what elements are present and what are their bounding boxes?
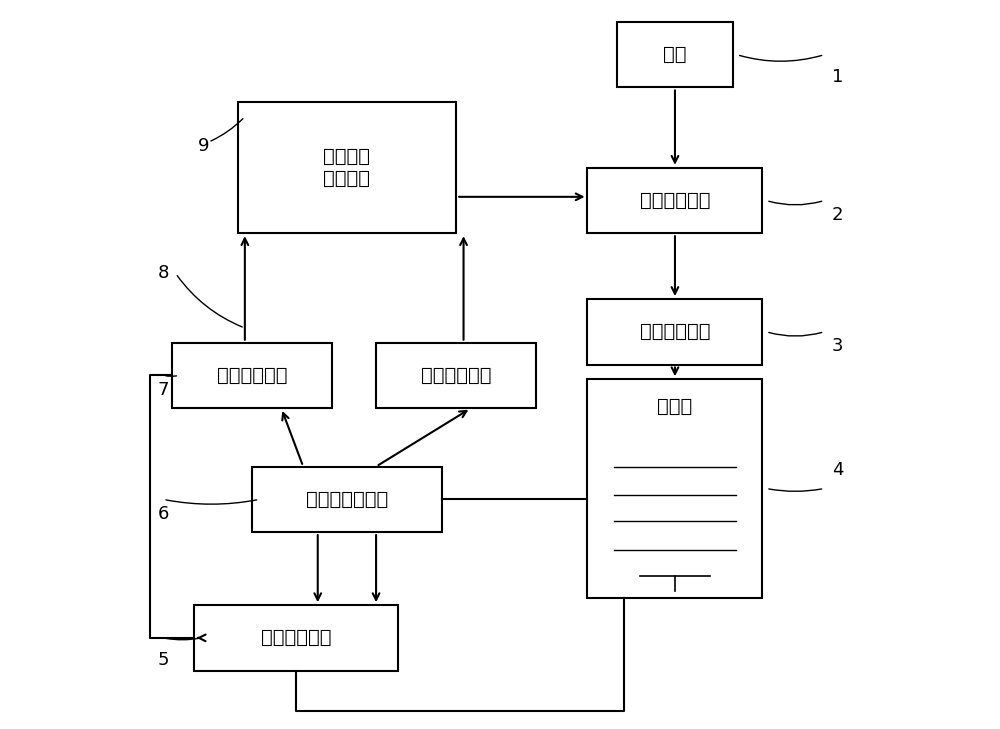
FancyBboxPatch shape [617,22,733,87]
FancyBboxPatch shape [172,343,332,408]
Text: 8: 8 [157,265,169,282]
FancyBboxPatch shape [587,379,762,598]
FancyBboxPatch shape [252,467,442,532]
Text: 2: 2 [832,206,843,224]
Text: 3: 3 [832,338,843,355]
Text: 续流电路模块: 续流电路模块 [640,322,710,341]
Text: 关断信号
延时模块: 关断信号 延时模块 [323,147,370,188]
FancyBboxPatch shape [376,343,536,408]
FancyBboxPatch shape [194,605,398,671]
Text: 1: 1 [832,68,843,85]
Text: 电压基准源模块: 电压基准源模块 [306,490,388,509]
FancyBboxPatch shape [587,168,762,233]
Text: 驱动电路模块: 驱动电路模块 [640,191,710,210]
Text: 4: 4 [832,461,843,479]
FancyBboxPatch shape [587,299,762,364]
Text: 5: 5 [157,651,169,668]
Text: 电池组: 电池组 [657,397,693,416]
Text: 6: 6 [157,505,169,523]
Text: 7: 7 [157,381,169,399]
Text: 充电指示模块: 充电指示模块 [261,628,331,647]
Text: 电源: 电源 [663,45,687,64]
Text: 电压比较模块: 电压比较模块 [217,366,287,385]
Text: 电流比较模块: 电流比较模块 [421,366,492,385]
FancyBboxPatch shape [238,102,456,233]
Text: 9: 9 [197,137,209,155]
